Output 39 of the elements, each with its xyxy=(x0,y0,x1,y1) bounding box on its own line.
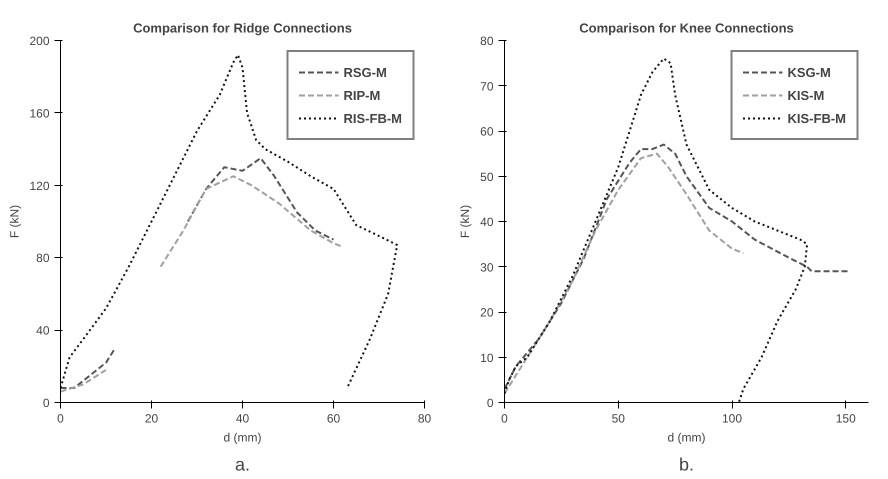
x-tick-label: 20 xyxy=(144,412,158,426)
legend-label: KIS-FB-M xyxy=(788,110,846,126)
y-tick-label: 80 xyxy=(36,251,50,266)
y-tick-label: 60 xyxy=(480,124,494,138)
y-tick-label: 50 xyxy=(480,170,494,184)
legend-label: KSG-M xyxy=(788,64,831,80)
y-tick-label: 40 xyxy=(480,215,494,229)
chart-title: Comparison for Ridge Connections xyxy=(133,20,352,36)
legend-label: RSG-M xyxy=(344,64,387,80)
line-series xyxy=(504,152,744,394)
x-axis-title: d (mm) xyxy=(668,430,706,444)
x-tick-label: 100 xyxy=(722,412,742,426)
x-tick-label: 150 xyxy=(836,412,856,426)
x-tick-label: 40 xyxy=(236,412,250,426)
legend-label: KIS-M xyxy=(788,88,824,102)
x-tick-label: 0 xyxy=(57,412,64,426)
legend-label: RIS-FB-M xyxy=(344,110,402,126)
y-tick-label: 10 xyxy=(480,350,494,365)
x-tick-label: 0 xyxy=(501,412,508,426)
x-tick-label: 80 xyxy=(418,412,432,426)
y-axis-title: F (kN) xyxy=(458,204,472,238)
y-tick-label: 80 xyxy=(480,34,494,48)
y-tick-label: 0 xyxy=(486,396,494,410)
x-tick-label: 60 xyxy=(326,412,340,426)
y-axis-title: F (kN) xyxy=(7,204,22,238)
y-tick-label: 20 xyxy=(480,306,494,320)
x-axis-title: d (mm) xyxy=(224,430,262,444)
y-tick-label: 0 xyxy=(42,396,50,410)
y-tick-label: 200 xyxy=(29,34,50,48)
y-tick-label: 30 xyxy=(480,260,494,274)
y-tick-label: 120 xyxy=(29,178,50,193)
y-tick-label: 160 xyxy=(29,106,50,120)
legend-label: RIP-M xyxy=(344,88,380,102)
chart-title: Comparison for Knee Connections xyxy=(579,20,794,36)
text: b. xyxy=(678,454,694,474)
text: a. xyxy=(234,454,250,474)
y-tick-label: 40 xyxy=(36,324,50,338)
y-tick-label: 70 xyxy=(480,79,494,94)
x-tick-label: 50 xyxy=(612,412,626,426)
